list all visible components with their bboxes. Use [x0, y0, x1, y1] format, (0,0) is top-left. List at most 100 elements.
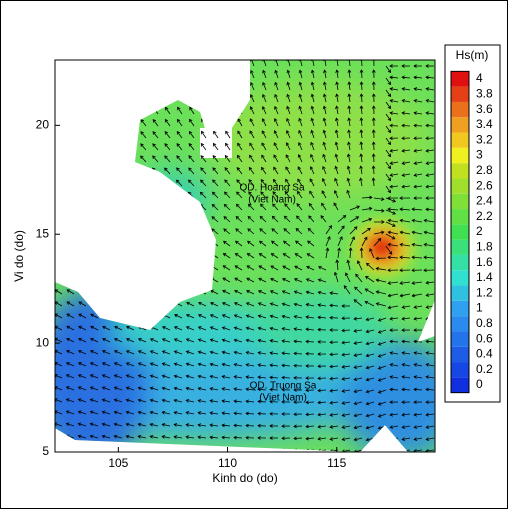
arrow-head — [199, 228, 203, 232]
arrow — [329, 353, 339, 355]
arrow-head — [425, 75, 429, 80]
arrow-head — [388, 251, 393, 255]
arrow-head — [329, 388, 333, 393]
arrow-head — [78, 313, 82, 317]
arrow — [138, 301, 147, 307]
arrow — [274, 94, 279, 103]
arrow — [323, 82, 327, 91]
arrow-head — [152, 106, 157, 111]
arrow-head — [353, 341, 358, 345]
arrow — [78, 350, 87, 355]
arrow-head — [55, 252, 59, 257]
arrow — [247, 253, 255, 259]
arrow — [330, 389, 339, 392]
arrow — [201, 131, 207, 139]
arrow-head — [245, 338, 250, 343]
arrow-head — [55, 361, 58, 366]
arrow — [80, 143, 87, 151]
arrow-head — [103, 179, 108, 184]
arrow-head — [247, 215, 252, 220]
arrow — [342, 389, 351, 392]
arrow — [126, 350, 135, 355]
arrow — [249, 130, 255, 139]
arrow — [210, 314, 219, 319]
arrow — [102, 338, 111, 343]
arrow-head — [115, 192, 120, 196]
arrow-head — [116, 94, 121, 99]
arrow-head — [185, 398, 190, 403]
arrow — [311, 106, 315, 115]
arrow — [151, 216, 159, 223]
colorbar-label: 1.8 — [476, 239, 493, 253]
arrow-head — [209, 447, 213, 452]
arrow-head — [197, 362, 202, 367]
arrow — [140, 167, 147, 175]
arrow-head — [389, 123, 393, 128]
arrow-head — [125, 410, 130, 415]
arrow-head — [359, 81, 364, 85]
arrow-head — [68, 107, 72, 111]
arrow-head — [173, 410, 178, 415]
arrow — [151, 228, 159, 235]
arrow — [150, 314, 159, 319]
arrow — [426, 413, 435, 416]
arrow-head — [185, 326, 190, 330]
arrow — [413, 388, 423, 391]
arrow-head — [137, 434, 142, 439]
arrow — [164, 119, 171, 127]
arrow-head — [237, 82, 242, 86]
arrow-head — [257, 399, 261, 404]
arrow-head — [364, 236, 368, 241]
arrow-head — [346, 165, 351, 170]
arrow — [226, 82, 231, 91]
arrow — [308, 203, 315, 211]
arrow-head — [250, 81, 254, 86]
arrow-head — [392, 211, 396, 215]
arrow — [225, 106, 231, 115]
arrow-head — [129, 70, 133, 75]
arrow-head — [335, 259, 340, 263]
arrow-head — [298, 81, 303, 86]
arrow-head — [260, 191, 264, 195]
arrow — [126, 399, 135, 403]
colorbar-label: 1.2 — [476, 285, 493, 299]
colorbar-cell — [451, 178, 469, 194]
arrow — [365, 288, 375, 295]
arrow-head — [364, 300, 369, 305]
arrow-head — [367, 227, 371, 232]
arrow-head — [89, 362, 94, 366]
arrow-head — [101, 386, 106, 390]
arrow — [188, 143, 195, 151]
arrow — [258, 278, 267, 283]
arrow-head — [334, 117, 339, 122]
arrow-head — [401, 387, 405, 392]
arrow-head — [102, 265, 107, 269]
arrow — [237, 118, 243, 127]
arrow-head — [282, 277, 286, 282]
arrow — [129, 71, 135, 79]
arrow — [104, 168, 111, 175]
arrow-head — [248, 179, 253, 183]
arrow — [336, 60, 339, 67]
arrow — [271, 240, 279, 247]
arrow — [318, 291, 327, 295]
arrow-head — [104, 107, 109, 111]
arrow-head — [341, 316, 345, 321]
arrow-head — [116, 107, 121, 111]
colorbar-cell — [451, 377, 469, 393]
arrow-head — [365, 389, 370, 394]
arrow-head — [387, 242, 392, 247]
arrow-head — [90, 265, 95, 269]
arrow-head — [55, 216, 59, 220]
arrow-head — [281, 339, 286, 343]
arrow — [234, 302, 243, 307]
arrow — [116, 143, 123, 151]
arrow — [426, 149, 435, 152]
arrow-head — [322, 153, 326, 158]
arrow-head — [401, 305, 406, 309]
arrow — [138, 435, 147, 439]
arrow — [298, 118, 303, 127]
arrow-head — [185, 423, 190, 427]
arrow — [55, 313, 63, 319]
arrow-head — [329, 303, 333, 308]
